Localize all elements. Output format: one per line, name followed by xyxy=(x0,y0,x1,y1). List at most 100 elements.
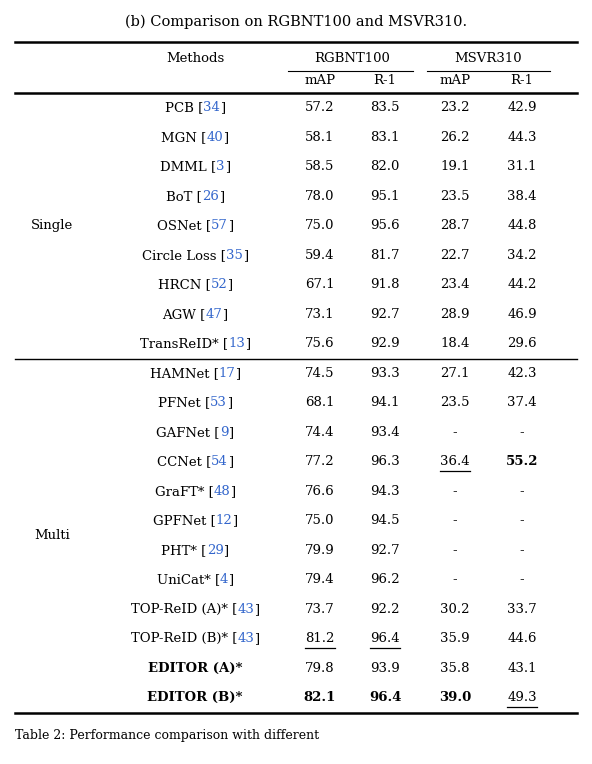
Text: Circle Loss [: Circle Loss [ xyxy=(142,249,226,262)
Text: 77.2: 77.2 xyxy=(305,455,335,468)
Text: 75.0: 75.0 xyxy=(305,514,334,527)
Text: GraFT* [: GraFT* [ xyxy=(155,484,214,498)
Text: 26: 26 xyxy=(202,189,219,202)
Text: 52: 52 xyxy=(210,278,227,291)
Text: 73.1: 73.1 xyxy=(305,308,335,321)
Text: 13: 13 xyxy=(228,337,245,350)
Text: -: - xyxy=(453,544,457,557)
Text: 55.2: 55.2 xyxy=(506,455,538,468)
Text: ]: ] xyxy=(254,633,259,646)
Text: 26.2: 26.2 xyxy=(440,131,469,144)
Text: 12: 12 xyxy=(215,514,232,527)
Text: 35: 35 xyxy=(226,249,243,262)
Text: -: - xyxy=(520,544,525,557)
Text: HRCN [: HRCN [ xyxy=(157,278,210,291)
Text: 92.7: 92.7 xyxy=(370,308,400,321)
Text: ]: ] xyxy=(228,573,233,586)
Text: 33.7: 33.7 xyxy=(507,603,537,616)
Text: 31.1: 31.1 xyxy=(507,160,537,173)
Text: TOP-ReID (B)* [: TOP-ReID (B)* [ xyxy=(131,633,237,646)
Text: 58.1: 58.1 xyxy=(305,131,334,144)
Text: -: - xyxy=(453,426,457,439)
Text: Multi: Multi xyxy=(34,529,70,542)
Text: 59.4: 59.4 xyxy=(305,249,334,262)
Text: 74.4: 74.4 xyxy=(305,426,334,439)
Text: 93.4: 93.4 xyxy=(370,426,400,439)
Text: 23.5: 23.5 xyxy=(440,189,469,202)
Text: Table 2: Performance comparison with different: Table 2: Performance comparison with dif… xyxy=(15,729,319,742)
Text: 95.1: 95.1 xyxy=(370,189,400,202)
Text: 96.2: 96.2 xyxy=(370,573,400,586)
Text: 57: 57 xyxy=(211,219,228,232)
Text: 82.0: 82.0 xyxy=(371,160,400,173)
Text: MSVR310: MSVR310 xyxy=(455,51,522,64)
Text: 44.3: 44.3 xyxy=(507,131,537,144)
Text: 67.1: 67.1 xyxy=(305,278,335,291)
Text: 23.2: 23.2 xyxy=(440,102,469,115)
Text: PHT* [: PHT* [ xyxy=(162,544,207,557)
Text: ]: ] xyxy=(229,426,233,439)
Text: HAMNet [: HAMNet [ xyxy=(150,367,218,380)
Text: 30.2: 30.2 xyxy=(440,603,469,616)
Text: 18.4: 18.4 xyxy=(440,337,469,350)
Text: 46.9: 46.9 xyxy=(507,308,537,321)
Text: RGBNT100: RGBNT100 xyxy=(314,51,391,64)
Text: 78.0: 78.0 xyxy=(305,189,334,202)
Text: 49.3: 49.3 xyxy=(507,691,537,704)
Text: 43: 43 xyxy=(237,603,254,616)
Text: 81.7: 81.7 xyxy=(370,249,400,262)
Text: 43: 43 xyxy=(237,633,254,646)
Text: 3: 3 xyxy=(216,160,225,173)
Text: EDITOR (A)*: EDITOR (A)* xyxy=(148,662,242,675)
Text: 94.5: 94.5 xyxy=(370,514,400,527)
Text: 34.2: 34.2 xyxy=(507,249,537,262)
Text: TOP-ReID (A)* [: TOP-ReID (A)* [ xyxy=(131,603,237,616)
Text: -: - xyxy=(453,514,457,527)
Text: 23.5: 23.5 xyxy=(440,397,469,410)
Text: ]: ] xyxy=(243,249,248,262)
Text: 29.6: 29.6 xyxy=(507,337,537,350)
Text: 44.6: 44.6 xyxy=(507,633,537,646)
Text: 68.1: 68.1 xyxy=(305,397,334,410)
Text: -: - xyxy=(520,426,525,439)
Text: BoT [: BoT [ xyxy=(166,189,202,202)
Text: 53: 53 xyxy=(210,397,227,410)
Text: 40: 40 xyxy=(207,131,223,144)
Text: 94.1: 94.1 xyxy=(370,397,400,410)
Text: GPFNet [: GPFNet [ xyxy=(153,514,215,527)
Text: ]: ] xyxy=(227,278,232,291)
Text: 92.9: 92.9 xyxy=(370,337,400,350)
Text: 81.2: 81.2 xyxy=(305,633,334,646)
Text: 93.9: 93.9 xyxy=(370,662,400,675)
Text: PCB [: PCB [ xyxy=(165,102,203,115)
Text: 96.3: 96.3 xyxy=(370,455,400,468)
Text: 35.8: 35.8 xyxy=(440,662,469,675)
Text: ]: ] xyxy=(245,337,250,350)
Text: Single: Single xyxy=(31,219,73,232)
Text: TransReID* [: TransReID* [ xyxy=(140,337,228,350)
Text: ]: ] xyxy=(232,514,237,527)
Text: 92.2: 92.2 xyxy=(370,603,400,616)
Text: ]: ] xyxy=(235,367,240,380)
Text: 91.8: 91.8 xyxy=(370,278,400,291)
Text: -: - xyxy=(520,514,525,527)
Text: UniCat* [: UniCat* [ xyxy=(157,573,220,586)
Text: AGW [: AGW [ xyxy=(162,308,205,321)
Text: 23.4: 23.4 xyxy=(440,278,469,291)
Text: mAP: mAP xyxy=(304,73,336,86)
Text: ]: ] xyxy=(225,160,230,173)
Text: ]: ] xyxy=(223,131,229,144)
Text: EDITOR (B)*: EDITOR (B)* xyxy=(147,691,243,704)
Text: ]: ] xyxy=(228,455,233,468)
Text: 96.4: 96.4 xyxy=(369,691,401,704)
Text: 73.7: 73.7 xyxy=(305,603,335,616)
Text: CCNet [: CCNet [ xyxy=(157,455,211,468)
Text: 83.5: 83.5 xyxy=(370,102,400,115)
Text: 39.0: 39.0 xyxy=(439,691,471,704)
Text: (b) Comparison on RGBNT100 and MSVR310.: (b) Comparison on RGBNT100 and MSVR310. xyxy=(125,15,467,29)
Text: 38.4: 38.4 xyxy=(507,189,537,202)
Text: 93.3: 93.3 xyxy=(370,367,400,380)
Text: 79.8: 79.8 xyxy=(305,662,335,675)
Text: 76.6: 76.6 xyxy=(305,484,335,498)
Text: 27.1: 27.1 xyxy=(440,367,469,380)
